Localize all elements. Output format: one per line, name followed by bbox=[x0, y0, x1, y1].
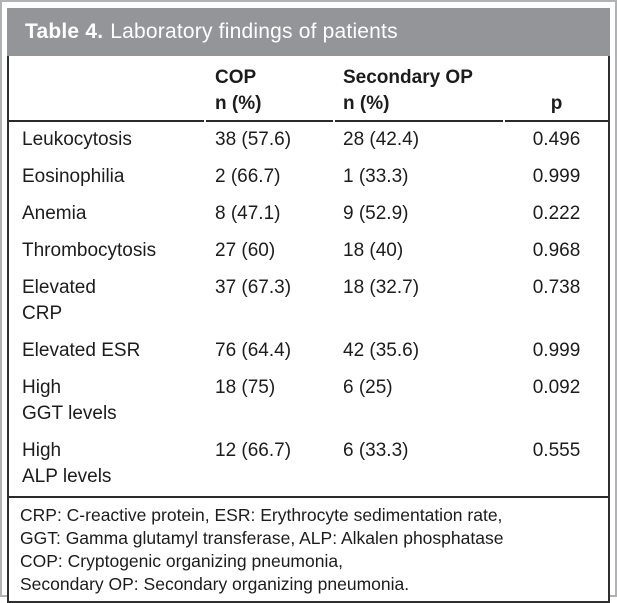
cop-value: 27 (60) bbox=[215, 240, 276, 261]
cop-value: 12 (66.7) bbox=[215, 440, 292, 461]
footnote-line: Secondary OP: Secondary organizing pneum… bbox=[20, 574, 410, 594]
footnote-line: GGT: Gamma glutamyl transferase, ALP: Al… bbox=[20, 528, 504, 548]
p-value: 0.999 bbox=[532, 166, 581, 187]
secondary-value: 42 (35.6) bbox=[343, 340, 420, 361]
p-value: 0.738 bbox=[532, 277, 581, 298]
header-cop-cell: COP n (%) bbox=[206, 56, 333, 122]
row-label: Elevated CRP bbox=[22, 277, 96, 324]
table-body: COP n (%) Secondary OP n (%) p Leukocyto… bbox=[7, 56, 610, 603]
secondary-value: 28 (42.4) bbox=[343, 129, 420, 150]
row-label: Eosinophilia bbox=[22, 166, 125, 187]
row-label: Thrombocytosis bbox=[22, 240, 157, 261]
cop-value: 76 (64.4) bbox=[215, 340, 292, 361]
secondary-value: 9 (52.9) bbox=[343, 203, 409, 224]
header-label-cell bbox=[9, 56, 204, 122]
p-value: 0.496 bbox=[532, 129, 581, 150]
header-p-cell: p bbox=[505, 56, 608, 122]
secondary-value: 18 (32.7) bbox=[343, 277, 420, 298]
p-value: 0.999 bbox=[532, 340, 581, 361]
table-title-bar: Table 4. Laboratory findings of patients bbox=[7, 8, 610, 56]
header-secondary-cell: Secondary OP n (%) bbox=[335, 56, 503, 122]
cop-value: 8 (47.1) bbox=[215, 203, 281, 224]
p-value: 0.968 bbox=[532, 240, 581, 261]
secondary-value: 1 (33.3) bbox=[343, 166, 409, 187]
row-label: High ALP levels bbox=[22, 440, 112, 487]
p-value: 0.092 bbox=[532, 377, 581, 398]
footnote-line: CRP: C-reactive protein, ESR: Erythrocyt… bbox=[20, 505, 503, 525]
cop-value: 38 (57.6) bbox=[215, 129, 292, 150]
cop-value: 18 (75) bbox=[215, 377, 276, 398]
row-label: Leukocytosis bbox=[22, 129, 132, 150]
cop-value: 2 (66.7) bbox=[215, 166, 281, 187]
row-label: Anemia bbox=[22, 203, 87, 224]
cop-value: 37 (67.3) bbox=[215, 277, 292, 298]
data-table: COP n (%) Secondary OP n (%) p Leukocyto… bbox=[9, 56, 608, 496]
row-label: High GGT levels bbox=[22, 377, 117, 424]
table-title: Laboratory findings of patients bbox=[110, 20, 398, 43]
secondary-value: 18 (40) bbox=[343, 240, 404, 261]
p-value: 0.555 bbox=[532, 440, 581, 461]
row-label: Elevated ESR bbox=[22, 340, 141, 361]
footnote-line: COP: Cryptogenic organizing pneumonia, bbox=[20, 551, 343, 571]
p-value: 0.222 bbox=[532, 203, 581, 224]
table-number: Table 4. bbox=[25, 20, 104, 43]
secondary-value: 6 (33.3) bbox=[343, 440, 409, 461]
table-footnote: CRP: C-reactive protein, ESR: Erythrocyt… bbox=[9, 496, 608, 601]
secondary-value: 6 (25) bbox=[343, 377, 393, 398]
